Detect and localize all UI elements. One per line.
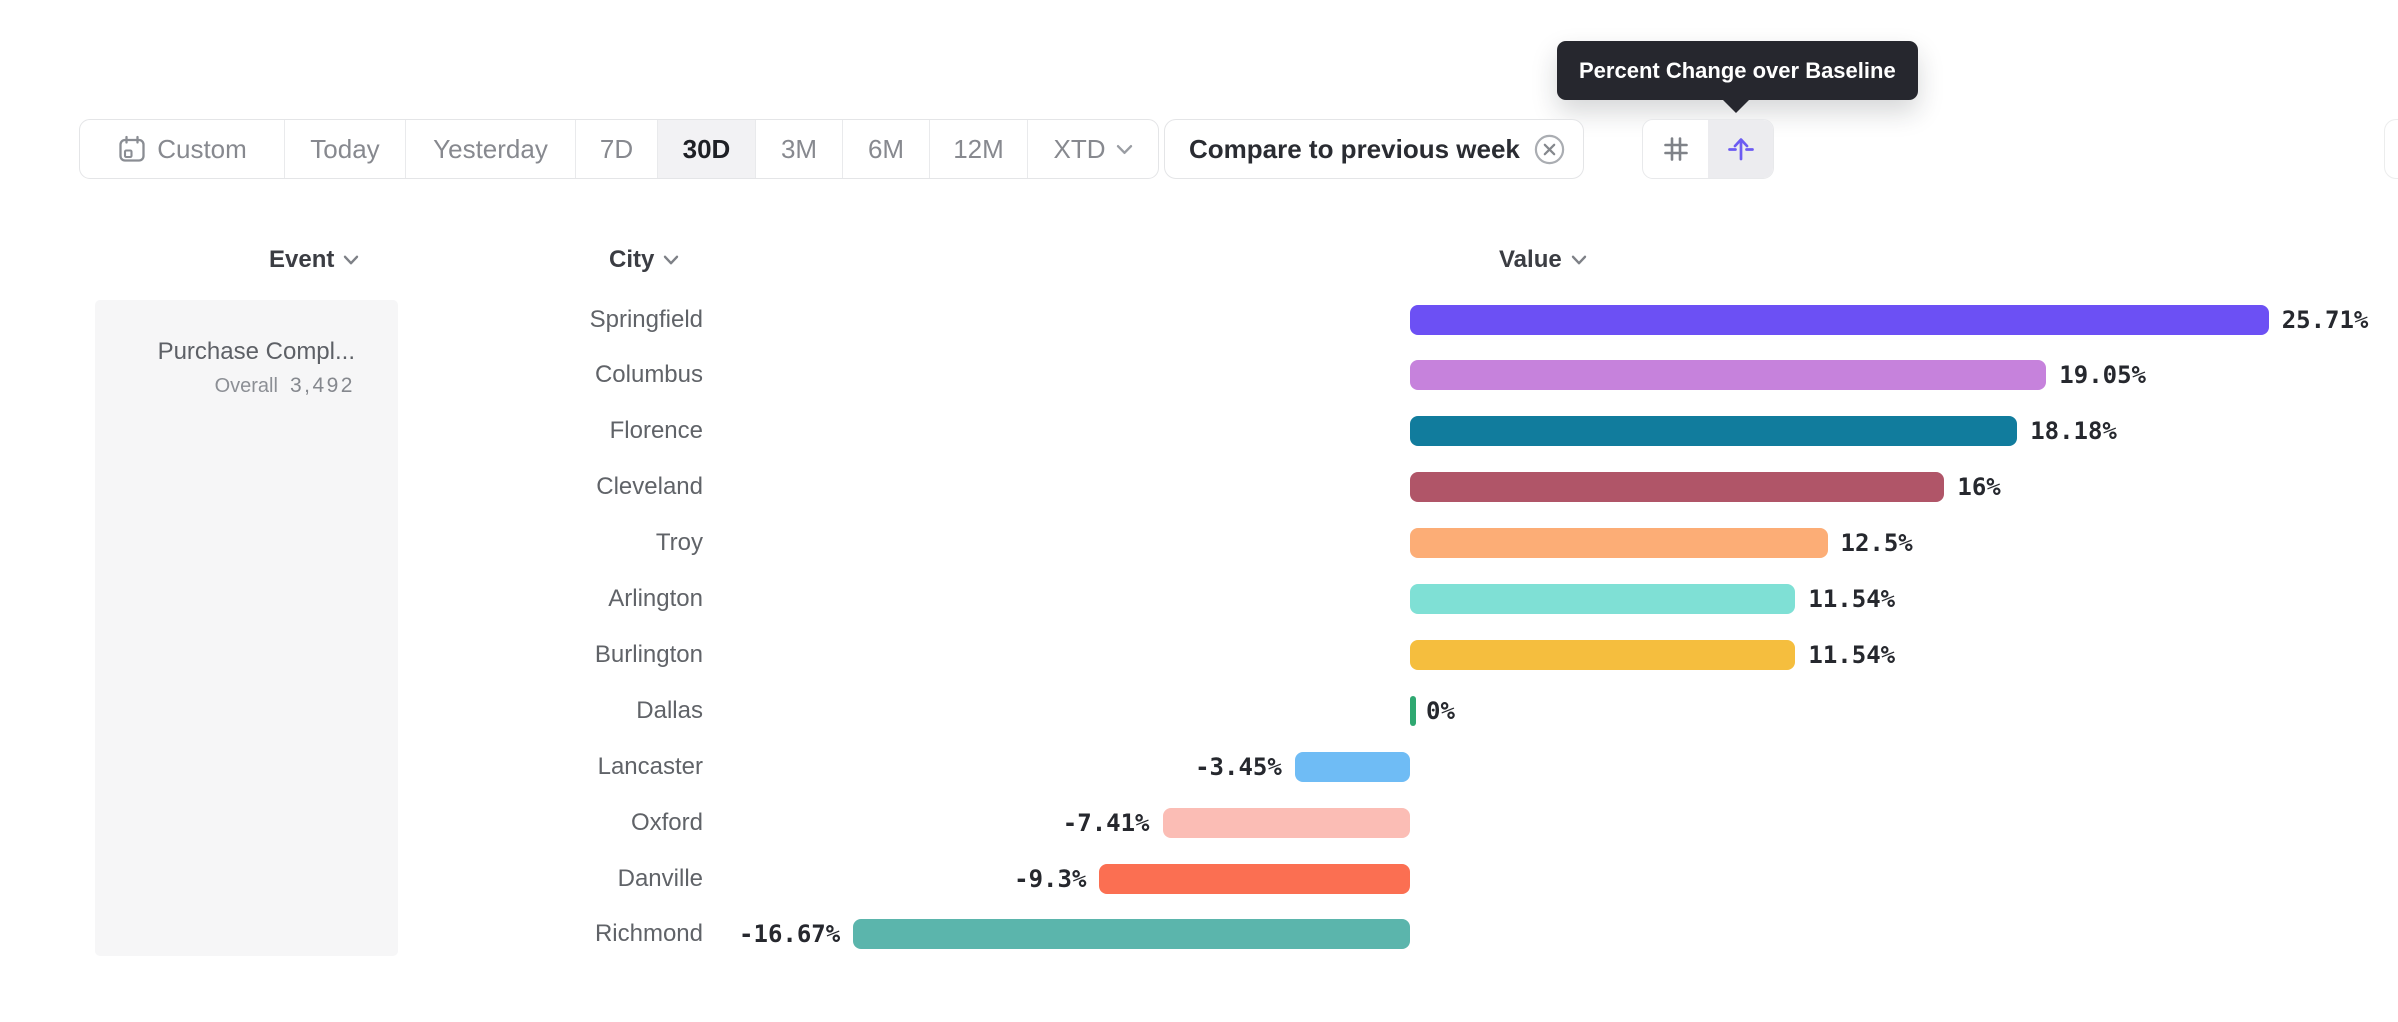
chevron-down-icon: [1571, 255, 1586, 265]
chart-row: Florence 18.18%: [0, 403, 2398, 459]
calendar-icon: [119, 135, 145, 162]
date-range-xtd[interactable]: XTD: [1028, 120, 1158, 178]
date-range-label: XTD: [1053, 133, 1106, 164]
city-label: Burlington: [594, 640, 703, 668]
chart-view-toggle: [1642, 119, 1774, 179]
date-range-label: 6M: [867, 133, 905, 164]
chart-row: Lancaster -3.45%: [0, 739, 2398, 795]
overall-value: 3,492: [289, 374, 355, 397]
compare-label: Compare to previous week: [1189, 133, 1520, 164]
date-range-yesterday[interactable]: Yesterday: [406, 120, 576, 178]
tooltip: Percent Change over Baseline: [1557, 41, 1918, 100]
column-header-value[interactable]: Value: [1499, 246, 1587, 274]
chevron-down-icon: [1116, 144, 1132, 154]
value-bar[interactable]: [1410, 304, 2269, 335]
value-label: 19.05%: [2059, 361, 2146, 390]
column-header-label: Event: [269, 246, 335, 273]
column-header-event[interactable]: Event: [269, 246, 359, 274]
value-bar[interactable]: [1410, 360, 2047, 391]
tooltip-arrow: [1722, 99, 1750, 113]
city-label: Dallas: [636, 696, 703, 724]
city-label: Lancaster: [597, 752, 703, 780]
city-label: Florence: [609, 417, 703, 445]
chart-row: Columbus 19.05%: [0, 347, 2398, 403]
clipped-right-button[interactable]: [2384, 119, 2398, 179]
city-label: Columbus: [594, 361, 703, 389]
event-name: Purchase Compl...: [157, 338, 355, 365]
date-range-label: 12M: [953, 133, 1004, 164]
sort-by-value-button[interactable]: [1708, 120, 1773, 178]
date-range-label: 7D: [599, 133, 634, 164]
value-label: 11.54%: [1808, 585, 1896, 614]
value-label: 25.71%: [2281, 305, 2369, 334]
city-label: Richmond: [594, 920, 703, 948]
event-list-item[interactable]: Purchase Compl... Overall 3,492: [158, 336, 355, 398]
value-label: -9.3%: [1014, 864, 1087, 893]
value-label: 18.18%: [2030, 417, 2117, 446]
date-range-custom[interactable]: Custom: [80, 120, 285, 178]
date-range-label: 30D: [682, 133, 731, 164]
value-label: 16%: [1957, 473, 2001, 502]
column-header-label: Value: [1499, 246, 1562, 273]
chart-row: Danville -9.3%: [0, 851, 2398, 907]
remove-compare-icon[interactable]: [1534, 134, 1565, 165]
date-range-group: Custom Today Yesterday 7D 30D 3M 6M 12M …: [79, 119, 1159, 179]
chart-row: Springfield 25.71%: [0, 292, 2398, 348]
value-label: 12.5%: [1840, 529, 1913, 558]
chevron-down-icon: [664, 255, 679, 265]
city-label: Springfield: [589, 305, 703, 333]
date-range-12m[interactable]: 12M: [930, 120, 1028, 178]
grid-view-button[interactable]: [1643, 120, 1708, 178]
date-range-6m[interactable]: 6M: [843, 120, 930, 178]
value-label: -7.41%: [1062, 808, 1150, 837]
event-overall: Overall 3,492: [158, 374, 355, 398]
date-range-today[interactable]: Today: [285, 120, 406, 178]
value-bar[interactable]: [1099, 863, 1410, 894]
compare-chip[interactable]: Compare to previous week: [1164, 119, 1584, 179]
chart-row: Burlington 11.54%: [0, 627, 2398, 683]
value-bar[interactable]: [1410, 528, 1828, 559]
city-label: Cleveland: [596, 473, 703, 501]
city-label: Oxford: [630, 808, 703, 836]
value-label: -3.45%: [1195, 752, 1282, 781]
value-bar[interactable]: [1410, 695, 1416, 726]
city-label: Arlington: [608, 585, 703, 613]
overall-label: Overall: [214, 375, 278, 397]
date-range-30d[interactable]: 30D: [658, 120, 756, 178]
value-bar[interactable]: [1410, 416, 2018, 447]
chart-row: Troy 12.5%: [0, 515, 2398, 571]
value-bar[interactable]: [1162, 807, 1410, 838]
chart-row: Richmond -16.67%: [0, 906, 2398, 962]
date-range-7d[interactable]: 7D: [576, 120, 658, 178]
value-label: 0%: [1426, 696, 1455, 725]
date-range-label: Today: [310, 133, 380, 164]
value-bar[interactable]: [1410, 584, 1796, 615]
value-bar[interactable]: [853, 919, 1410, 950]
date-range-label: Custom: [157, 133, 247, 164]
city-label: Danville: [617, 864, 703, 892]
event-panel: Purchase Compl... Overall 3,492: [95, 300, 398, 956]
value-bar[interactable]: [1410, 472, 1945, 503]
date-range-3m[interactable]: 3M: [756, 120, 843, 178]
value-label: 11.54%: [1808, 640, 1896, 669]
grid-icon: [1663, 137, 1688, 161]
chart-row: Cleveland 16%: [0, 459, 2398, 515]
chart-row: Oxford -7.41%: [0, 795, 2398, 851]
value-label: -16.67%: [739, 920, 841, 949]
chevron-down-icon: [344, 255, 359, 265]
chart-row: Dallas 0%: [0, 683, 2398, 739]
date-range-label: Yesterday: [433, 133, 548, 164]
value-bar[interactable]: [1294, 751, 1410, 782]
date-range-label: 3M: [780, 133, 818, 164]
sort-by-value-icon: [1727, 138, 1754, 161]
value-bar[interactable]: [1410, 639, 1796, 670]
city-label: Troy: [655, 529, 703, 557]
chart-row: Arlington 11.54%: [0, 571, 2398, 627]
column-header-city[interactable]: City: [609, 246, 679, 274]
column-header-label: City: [609, 246, 655, 273]
